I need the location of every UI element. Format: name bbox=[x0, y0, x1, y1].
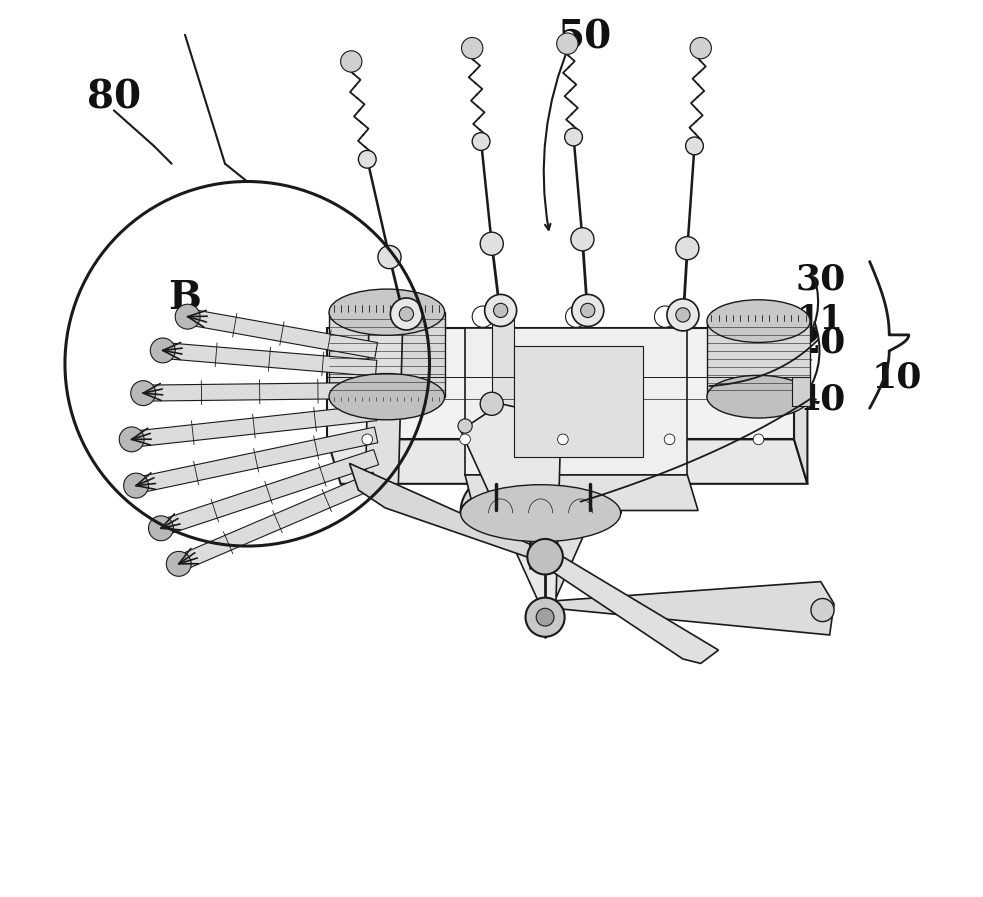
Text: 10: 10 bbox=[871, 361, 921, 395]
Polygon shape bbox=[549, 582, 834, 635]
Circle shape bbox=[399, 307, 413, 321]
Ellipse shape bbox=[707, 376, 810, 418]
Circle shape bbox=[480, 393, 503, 415]
Circle shape bbox=[753, 434, 764, 445]
Circle shape bbox=[340, 51, 362, 73]
Circle shape bbox=[536, 608, 553, 626]
Circle shape bbox=[564, 128, 582, 146]
Circle shape bbox=[150, 338, 175, 363]
Circle shape bbox=[664, 434, 674, 445]
Circle shape bbox=[131, 381, 155, 405]
Circle shape bbox=[675, 308, 690, 322]
Circle shape bbox=[654, 306, 675, 327]
Polygon shape bbox=[543, 552, 719, 664]
Polygon shape bbox=[135, 427, 377, 493]
Circle shape bbox=[557, 434, 568, 445]
Circle shape bbox=[571, 295, 604, 327]
Circle shape bbox=[124, 474, 148, 498]
Circle shape bbox=[362, 434, 373, 445]
Text: 11: 11 bbox=[797, 303, 843, 336]
Text: 50: 50 bbox=[557, 19, 612, 57]
Circle shape bbox=[570, 228, 594, 251]
Polygon shape bbox=[176, 472, 379, 571]
Polygon shape bbox=[131, 405, 376, 448]
Circle shape bbox=[459, 434, 470, 445]
Circle shape bbox=[148, 516, 173, 541]
Polygon shape bbox=[514, 346, 643, 457]
Polygon shape bbox=[465, 328, 687, 475]
Circle shape bbox=[493, 304, 507, 318]
Circle shape bbox=[461, 38, 483, 59]
Polygon shape bbox=[460, 404, 561, 608]
Ellipse shape bbox=[707, 300, 810, 343]
Circle shape bbox=[527, 539, 562, 575]
Circle shape bbox=[166, 552, 191, 577]
Ellipse shape bbox=[329, 290, 444, 335]
Polygon shape bbox=[327, 328, 793, 440]
Polygon shape bbox=[349, 464, 547, 564]
Ellipse shape bbox=[460, 485, 620, 542]
Circle shape bbox=[685, 137, 703, 155]
Circle shape bbox=[480, 232, 503, 256]
Circle shape bbox=[458, 419, 472, 433]
Text: 40: 40 bbox=[795, 383, 845, 416]
Circle shape bbox=[666, 300, 699, 331]
Text: 20: 20 bbox=[795, 325, 845, 359]
Circle shape bbox=[472, 306, 493, 327]
Circle shape bbox=[175, 305, 200, 329]
Polygon shape bbox=[492, 319, 514, 484]
Circle shape bbox=[565, 306, 587, 327]
Text: 80: 80 bbox=[87, 78, 141, 117]
Text: B: B bbox=[168, 278, 202, 317]
Circle shape bbox=[119, 427, 145, 452]
Polygon shape bbox=[465, 475, 698, 510]
Polygon shape bbox=[327, 440, 807, 484]
Polygon shape bbox=[186, 309, 377, 359]
Polygon shape bbox=[792, 378, 810, 405]
Polygon shape bbox=[707, 321, 810, 397]
Circle shape bbox=[811, 598, 834, 622]
Circle shape bbox=[485, 295, 516, 327]
Circle shape bbox=[377, 246, 401, 269]
Polygon shape bbox=[793, 333, 807, 484]
Circle shape bbox=[580, 304, 595, 318]
Circle shape bbox=[472, 133, 490, 151]
Polygon shape bbox=[460, 460, 620, 513]
Polygon shape bbox=[162, 343, 376, 377]
Polygon shape bbox=[329, 312, 444, 397]
Polygon shape bbox=[366, 319, 403, 484]
Polygon shape bbox=[541, 440, 616, 608]
Circle shape bbox=[556, 33, 578, 55]
Circle shape bbox=[390, 299, 422, 330]
Circle shape bbox=[358, 151, 376, 169]
Circle shape bbox=[675, 237, 699, 260]
Circle shape bbox=[525, 597, 564, 637]
Ellipse shape bbox=[329, 374, 444, 420]
Text: 30: 30 bbox=[795, 263, 845, 297]
Polygon shape bbox=[144, 383, 376, 401]
Polygon shape bbox=[158, 449, 378, 536]
Circle shape bbox=[690, 38, 711, 59]
